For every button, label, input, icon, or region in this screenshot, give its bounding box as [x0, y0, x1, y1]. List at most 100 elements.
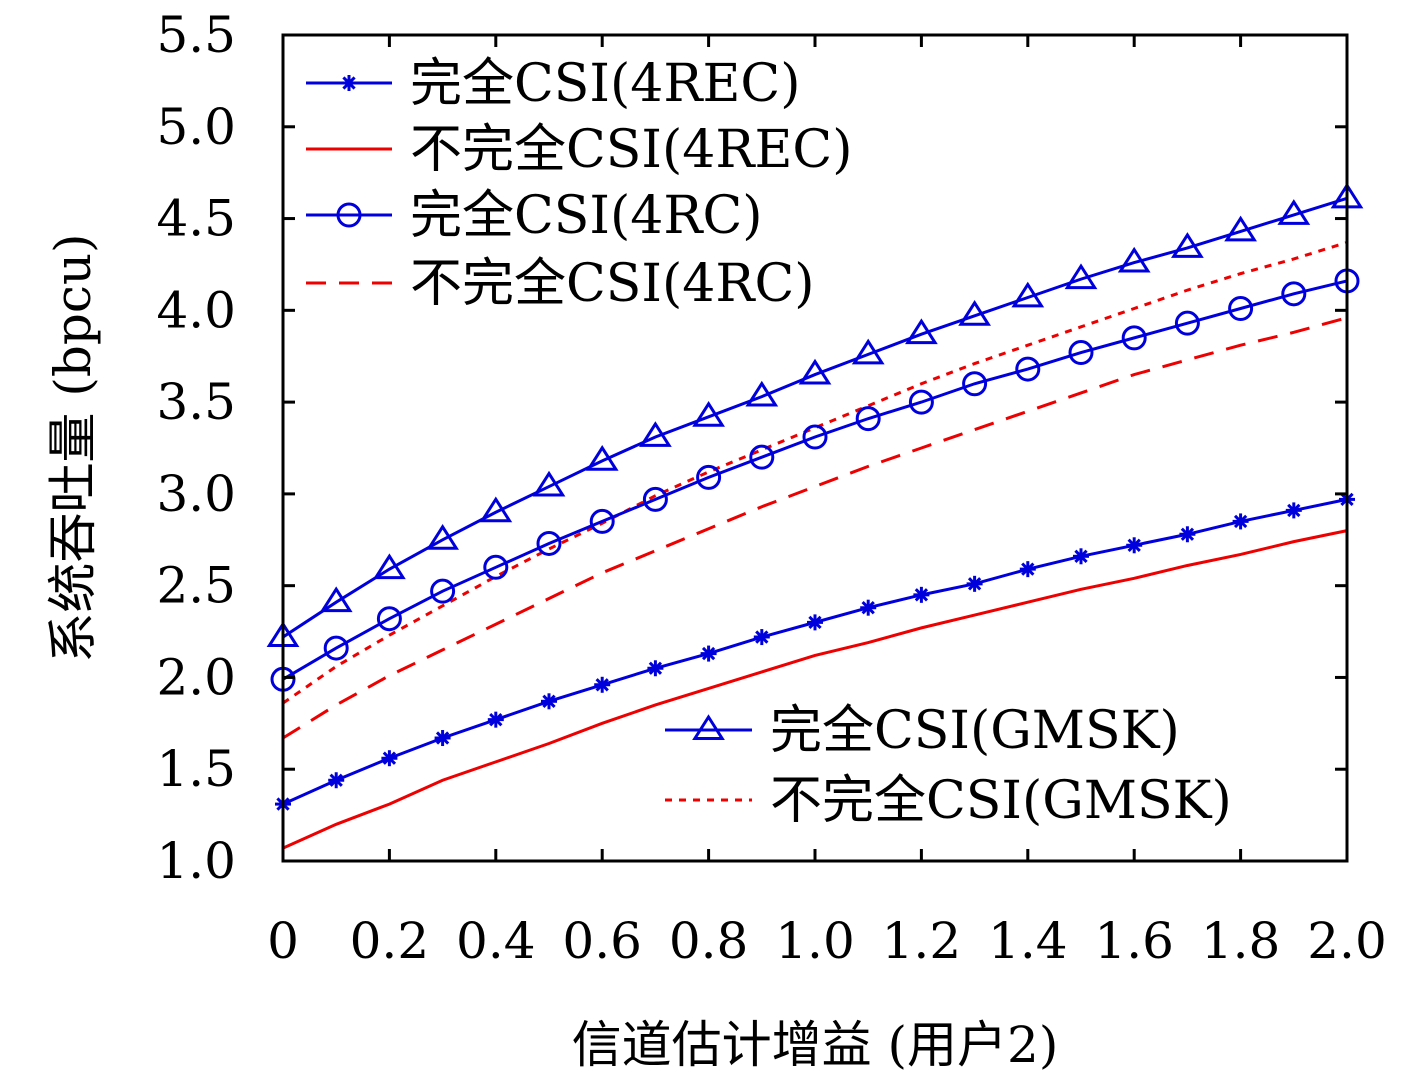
legend-layer: 完全CSI(4REC)不完全CSI(4REC)完全CSI(4RC) 不完全CSI(… — [306, 54, 1232, 831]
y-tick-label: 5.5 — [156, 6, 236, 64]
data-point-0-6 — [585, 445, 619, 471]
data-point-0-16 — [1117, 246, 1151, 273]
y-tick-label: 4.5 — [156, 190, 236, 248]
data-point-2-6 — [589, 508, 615, 534]
x-tick-label: 1.2 — [882, 912, 962, 970]
x-tick-label: 1.0 — [775, 912, 855, 970]
legend-top-label-3: 不完全CSI(4RC) — [410, 254, 815, 314]
data-point-4-5 — [541, 693, 557, 710]
star-marker-stroke — [489, 713, 503, 727]
data-point-0-9 — [745, 380, 779, 407]
star-marker-stroke — [808, 615, 822, 630]
data-point-2-8 — [696, 464, 722, 490]
series-layer — [266, 182, 1364, 850]
y-axis-title: 系统吞吐量 (bpcu) — [44, 233, 102, 662]
star-marker-stroke — [755, 630, 769, 644]
data-point-4-12 — [913, 586, 930, 603]
data-point-2-17 — [1174, 310, 1200, 336]
y-tick-label: 3.5 — [156, 373, 236, 431]
data-point-0-15 — [1064, 263, 1098, 290]
data-point-0-17 — [1171, 232, 1204, 258]
legend-top-marker-2 — [336, 202, 362, 228]
star-marker-stroke — [342, 76, 356, 90]
data-point-0-14 — [1011, 281, 1045, 308]
data-point-0-8 — [692, 401, 725, 427]
series-line-2 — [282, 279, 1348, 681]
data-point-2-13 — [962, 371, 988, 397]
legend-bottom-marker-0 — [692, 714, 725, 740]
data-point-2-3 — [430, 578, 456, 604]
ticks-layer: 0 0.2 0.4 0.6 0.8 1.0 1.2 1.4 1.6 1.8 2.0 1.0 1.5 2.0… — [156, 6, 1386, 970]
data-point-4-7 — [647, 660, 664, 677]
data-point-2-15 — [1068, 340, 1094, 366]
data-point-2-1 — [323, 635, 349, 661]
y-tick-label: 3.0 — [156, 465, 236, 523]
data-point-2-7 — [642, 486, 668, 512]
y-tick-label: 1.0 — [156, 832, 236, 890]
y-tick-label: 4.0 — [156, 281, 236, 339]
y-tick-label: 1.5 — [156, 740, 236, 798]
data-point-2-14 — [1015, 356, 1041, 382]
x-tick-label: 0.6 — [562, 912, 642, 970]
data-point-2-2 — [376, 606, 402, 632]
data-point-0-5 — [532, 470, 566, 497]
data-point-4-16 — [1126, 537, 1143, 554]
data-point-0-11 — [851, 338, 885, 365]
data-point-4-13 — [966, 575, 983, 592]
legend-bottom-label-1: 不完全CSI(GMSK) — [770, 771, 1232, 831]
star-marker-stroke — [701, 646, 716, 661]
x-tick-label: 0 — [267, 912, 299, 970]
x-tick-label: 1.6 — [1094, 912, 1174, 970]
x-axis-title: 信道估计增益 (用户2) — [572, 1016, 1059, 1074]
x-tick-label: 1.4 — [988, 912, 1068, 970]
legend-top-marker-0 — [341, 75, 357, 91]
star-marker-stroke — [1074, 549, 1088, 563]
series-line-0 — [282, 196, 1348, 639]
star-marker-stroke — [1233, 514, 1248, 529]
data-point-4-3 — [434, 730, 451, 747]
star-marker-stroke — [648, 661, 663, 675]
star-marker-stroke — [967, 577, 982, 591]
star-marker-stroke — [1021, 562, 1035, 576]
star-marker-stroke — [382, 751, 397, 765]
legend-top-label-0: 完全CSI(4REC) — [410, 54, 801, 114]
data-point-4-6 — [594, 676, 611, 693]
star-marker-stroke — [1127, 538, 1141, 552]
data-point-0-2 — [373, 553, 406, 580]
y-tick-label: 2.0 — [156, 648, 236, 706]
data-point-2-18 — [1228, 295, 1254, 321]
data-point-4-17 — [1179, 526, 1196, 543]
data-point-4-1 — [328, 772, 345, 789]
data-point-0-7 — [639, 421, 672, 447]
data-point-4-11 — [860, 599, 877, 616]
data-point-0-19 — [1277, 199, 1311, 225]
data-point-0-1 — [319, 586, 353, 613]
legend-top-label-2: 完全CSI(4RC) — [410, 186, 763, 246]
data-point-0-18 — [1224, 215, 1257, 242]
x-tick-label: 1.8 — [1201, 912, 1281, 970]
data-point-0-10 — [798, 358, 832, 385]
star-marker-stroke — [542, 694, 556, 708]
star-marker-stroke — [1287, 503, 1301, 518]
x-tick-label: 0.2 — [350, 912, 430, 970]
star-marker-stroke — [595, 678, 609, 692]
data-point-2-5 — [536, 530, 562, 556]
legend-top-label-1: 不完全CSI(4REC) — [410, 120, 853, 180]
data-point-0-3 — [426, 523, 459, 550]
data-point-0-4 — [479, 496, 513, 523]
data-point-4-19 — [1285, 502, 1302, 519]
legend-bottom-label-0: 完全CSI(GMSK) — [770, 701, 1180, 761]
data-point-2-10 — [802, 424, 828, 450]
data-point-4-8 — [700, 645, 717, 662]
data-point-4-14 — [1019, 561, 1036, 578]
series-line-5 — [282, 529, 1348, 850]
data-point-0-12 — [905, 318, 938, 345]
x-tick-label: 0.4 — [456, 912, 536, 970]
star-marker-stroke — [329, 773, 343, 787]
data-point-2-11 — [855, 406, 881, 432]
y-tick-label: 2.5 — [156, 557, 236, 615]
star-marker-stroke — [914, 588, 929, 602]
x-tick-label: 0.8 — [669, 912, 749, 970]
data-point-2-9 — [749, 444, 775, 470]
